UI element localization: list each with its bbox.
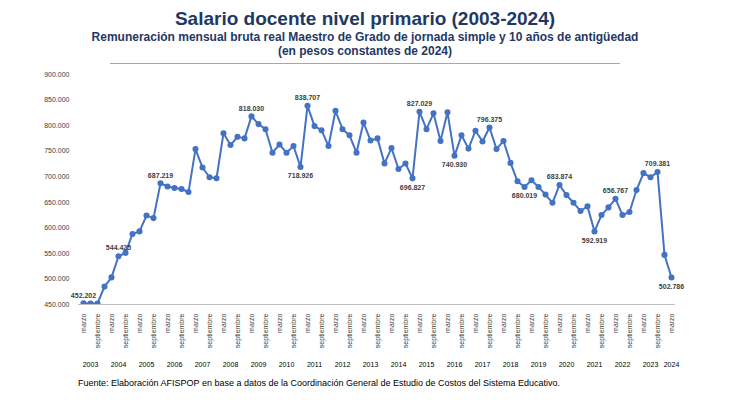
- svg-text:2016: 2016: [447, 361, 463, 368]
- svg-text:marzo: marzo: [220, 313, 227, 333]
- svg-text:marzo: marzo: [108, 313, 115, 333]
- svg-text:septiembre: septiembre: [598, 313, 606, 348]
- svg-text:septiembre: septiembre: [318, 313, 326, 348]
- svg-text:marzo: marzo: [612, 313, 619, 333]
- svg-text:marzo: marzo: [332, 313, 339, 333]
- svg-text:709.381: 709.381: [645, 160, 670, 167]
- svg-text:2014: 2014: [391, 361, 407, 368]
- svg-text:septiembre: septiembre: [262, 313, 270, 348]
- svg-text:septiembre: septiembre: [178, 313, 186, 348]
- svg-text:502.786: 502.786: [659, 283, 684, 290]
- svg-text:septiembre: septiembre: [94, 313, 102, 348]
- svg-text:500.000: 500.000: [44, 275, 69, 282]
- svg-text:796.375: 796.375: [477, 116, 502, 123]
- svg-text:marzo: marzo: [444, 313, 451, 333]
- svg-text:marzo: marzo: [528, 313, 535, 333]
- svg-text:2019: 2019: [531, 361, 547, 368]
- svg-text:818.030: 818.030: [239, 105, 264, 112]
- html-text:Remuneración mensual bruta rea: Remuneración mensual bruta real Maestro …: [91, 30, 639, 44]
- svg-text:2020: 2020: [559, 361, 575, 368]
- svg-text:marzo: marzo: [248, 313, 255, 333]
- svg-text:740.930: 740.930: [442, 161, 467, 168]
- html-text:(en pesos constantes de 2024): (en pesos constantes de 2024): [278, 44, 452, 58]
- svg-text:550.000: 550.000: [44, 250, 69, 257]
- svg-text:marzo: marzo: [668, 313, 675, 333]
- svg-text:600.000: 600.000: [44, 224, 69, 231]
- svg-text:687.219: 687.219: [148, 171, 173, 178]
- svg-text:marzo: marzo: [640, 313, 647, 333]
- svg-text:marzo: marzo: [276, 313, 283, 333]
- svg-text:septiembre: septiembre: [346, 313, 354, 348]
- svg-text:2003: 2003: [83, 361, 99, 368]
- svg-text:2023: 2023: [643, 361, 659, 368]
- svg-text:marzo: marzo: [136, 313, 143, 333]
- svg-text:2010: 2010: [279, 361, 295, 368]
- svg-text:septiembre: septiembre: [458, 313, 466, 348]
- svg-text:2021: 2021: [587, 361, 603, 368]
- svg-text:marzo: marzo: [164, 313, 171, 333]
- svg-text:septiembre: septiembre: [626, 313, 634, 348]
- svg-text:2018: 2018: [503, 361, 519, 368]
- svg-text:marzo: marzo: [80, 313, 87, 333]
- svg-text:2006: 2006: [167, 361, 183, 368]
- svg-text:696.827: 696.827: [400, 184, 425, 191]
- svg-text:septiembre: septiembre: [486, 313, 494, 348]
- svg-text:827.029: 827.029: [407, 100, 432, 107]
- svg-text:2004: 2004: [111, 361, 127, 368]
- svg-text:marzo: marzo: [472, 313, 479, 333]
- svg-text:septiembre: septiembre: [150, 313, 158, 348]
- svg-text:septiembre: septiembre: [654, 313, 662, 348]
- svg-text:septiembre: septiembre: [290, 313, 298, 348]
- svg-text:2015: 2015: [419, 361, 435, 368]
- svg-text:marzo: marzo: [416, 313, 423, 333]
- svg-text:2007: 2007: [195, 361, 211, 368]
- svg-text:800.000: 800.000: [44, 122, 69, 129]
- svg-text:750.000: 750.000: [44, 147, 69, 154]
- svg-text:452.202: 452.202: [71, 292, 96, 299]
- svg-text:septiembre: septiembre: [542, 313, 550, 348]
- svg-text:septiembre: septiembre: [514, 313, 522, 348]
- svg-text:2008: 2008: [223, 361, 239, 368]
- svg-text:2012: 2012: [335, 361, 351, 368]
- svg-text:718.926: 718.926: [288, 172, 313, 179]
- svg-text:700.000: 700.000: [44, 173, 69, 180]
- svg-text:650.000: 650.000: [44, 199, 69, 206]
- svg-text:592.919: 592.919: [582, 237, 607, 244]
- html-text:Fuente: Elaboración AFISPOP en: Fuente: Elaboración AFISPOP en base a da…: [78, 378, 561, 388]
- svg-text:2022: 2022: [615, 361, 631, 368]
- svg-text:marzo: marzo: [500, 313, 507, 333]
- svg-text:2013: 2013: [363, 361, 379, 368]
- svg-text:683.874: 683.874: [547, 173, 572, 180]
- svg-text:900.000: 900.000: [44, 71, 69, 78]
- svg-text:septiembre: septiembre: [122, 313, 130, 348]
- svg-text:septiembre: septiembre: [430, 313, 438, 348]
- svg-text:850.000: 850.000: [44, 96, 69, 103]
- svg-text:septiembre: septiembre: [206, 313, 214, 348]
- svg-text:marzo: marzo: [192, 313, 199, 333]
- svg-text:2005: 2005: [139, 361, 155, 368]
- svg-text:marzo: marzo: [304, 313, 311, 333]
- svg-text:544.425: 544.425: [106, 244, 131, 251]
- svg-text:838.707: 838.707: [295, 94, 320, 101]
- svg-text:marzo: marzo: [584, 313, 591, 333]
- svg-text:marzo: marzo: [360, 313, 367, 333]
- svg-text:septiembre: septiembre: [234, 313, 242, 348]
- svg-text:septiembre: septiembre: [570, 313, 578, 348]
- svg-text:2011: 2011: [307, 361, 322, 368]
- svg-text:septiembre: septiembre: [402, 313, 410, 348]
- svg-text:2024: 2024: [664, 361, 680, 368]
- svg-text:450.000: 450.000: [44, 301, 69, 308]
- svg-text:680.019: 680.019: [512, 192, 537, 199]
- svg-text:septiembre: septiembre: [374, 313, 382, 348]
- svg-text:656.767: 656.767: [603, 187, 628, 194]
- svg-text:2009: 2009: [251, 361, 267, 368]
- svg-text:marzo: marzo: [388, 313, 395, 333]
- html-text:Salario docente nivel primario: Salario docente nivel primario (2003-202…: [174, 8, 556, 29]
- svg-text:marzo: marzo: [556, 313, 563, 333]
- svg-text:2017: 2017: [475, 361, 491, 368]
